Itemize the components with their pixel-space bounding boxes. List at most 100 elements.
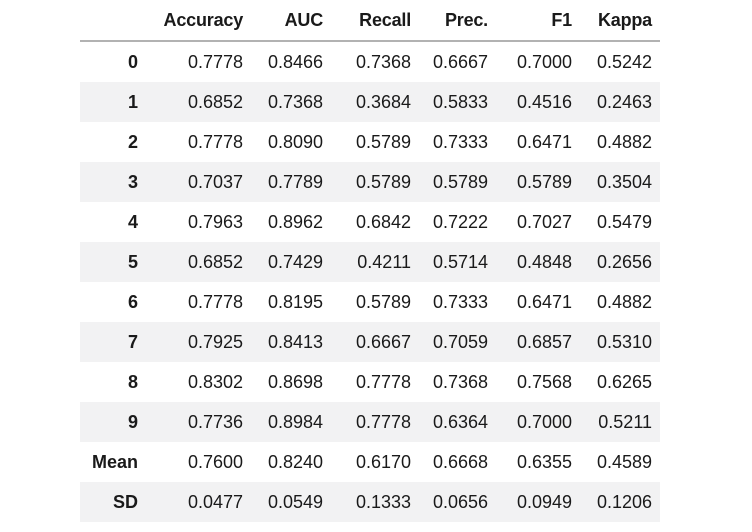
cell-value: 0.2463 xyxy=(596,92,652,112)
cell-value: 0.7027 xyxy=(516,212,572,232)
header-row: Accuracy AUC Recall Prec. F1 Kappa xyxy=(80,0,660,42)
cell-value: 0.7222 xyxy=(432,212,488,232)
cell-value: 0.7568 xyxy=(516,372,572,392)
cell-value: 0.5789 xyxy=(355,132,411,152)
table-row: 8 0.8302 0.8698 0.7778 0.7368 0.7568 0.6265 xyxy=(80,362,660,402)
table-row: 9 0.7736 0.8984 0.7778 0.6364 0.7000 0.5211 xyxy=(80,402,660,442)
cell-value: 0.7000 xyxy=(516,412,572,432)
cell-value: 0.7925 xyxy=(187,332,243,352)
cell-value: 0.8962 xyxy=(267,212,323,232)
table-row: 4 0.7963 0.8962 0.6842 0.7222 0.7027 0.5479 xyxy=(80,202,660,242)
row-label: 3 xyxy=(127,172,138,192)
cell-value: 0.7778 xyxy=(355,372,411,392)
cell-value: 0.5211 xyxy=(598,412,652,432)
cell-value: 0.5833 xyxy=(432,92,488,112)
cell-value: 0.7963 xyxy=(187,212,243,232)
cell-value: 0.3504 xyxy=(596,172,652,192)
column-header: Prec. xyxy=(419,0,496,42)
table-row: 7 0.7925 0.8413 0.6667 0.7059 0.6857 0.5310 xyxy=(80,322,660,362)
cell-value: 0.6667 xyxy=(355,332,411,352)
cell-value: 0.7037 xyxy=(187,172,243,192)
table-header: Accuracy AUC Recall Prec. F1 Kappa xyxy=(80,0,660,42)
cell-value: 0.5242 xyxy=(596,52,652,72)
table-row: 0 0.7778 0.8466 0.7368 0.6667 0.7000 0.5242 xyxy=(80,41,660,82)
column-header: Recall xyxy=(331,0,419,42)
cell-value: 0.8090 xyxy=(267,132,323,152)
row-label: 7 xyxy=(127,332,138,352)
cell-value: 0.6364 xyxy=(432,412,488,432)
cell-value: 0.4848 xyxy=(516,252,572,272)
cell-value: 0.7059 xyxy=(432,332,488,352)
row-label: 4 xyxy=(127,212,138,232)
cell-value: 0.7789 xyxy=(267,172,323,192)
cell-value: 0.3684 xyxy=(355,92,411,112)
table-row: 3 0.7037 0.7789 0.5789 0.5789 0.5789 0.3504 xyxy=(80,162,660,202)
cell-value: 0.0549 xyxy=(267,492,323,512)
cell-value: 0.4882 xyxy=(596,292,652,312)
cell-value: 0.5479 xyxy=(596,212,652,232)
cell-value: 0.7368 xyxy=(432,372,488,392)
cell-value: 0.7000 xyxy=(516,52,572,72)
cell-value: 0.7778 xyxy=(187,132,243,152)
cell-value: 0.7778 xyxy=(187,52,243,72)
cell-value: 0.7333 xyxy=(432,132,488,152)
cell-value: 0.1333 xyxy=(355,492,411,512)
cell-value: 0.6667 xyxy=(432,52,488,72)
cell-value: 0.5714 xyxy=(432,252,488,272)
cell-value: 0.7333 xyxy=(432,292,488,312)
row-label: SD xyxy=(112,492,138,512)
cell-value: 0.0656 xyxy=(432,492,488,512)
cell-value: 0.5789 xyxy=(355,292,411,312)
table-row: 5 0.6852 0.7429 0.4211 0.5714 0.4848 0.2656 xyxy=(80,242,660,282)
cell-value: 0.7368 xyxy=(355,52,411,72)
cell-value: 0.5789 xyxy=(355,172,411,192)
column-header: AUC xyxy=(251,0,331,42)
cell-value: 0.4516 xyxy=(516,92,572,112)
row-label: 0 xyxy=(127,52,138,72)
cell-value: 0.0477 xyxy=(187,492,243,512)
cell-value: 0.5310 xyxy=(596,332,652,352)
table-body: 0 0.7778 0.8466 0.7368 0.6667 0.7000 0.5242 1 0.… xyxy=(80,41,660,522)
cell-value: 0.7600 xyxy=(187,452,243,472)
column-header: Accuracy xyxy=(146,0,251,42)
cell-value: 0.6852 xyxy=(187,92,243,112)
cell-value: 0.6668 xyxy=(432,452,488,472)
row-label: 6 xyxy=(127,292,138,312)
row-label: 9 xyxy=(127,412,138,432)
cell-value: 0.7778 xyxy=(355,412,411,432)
cell-value: 0.6265 xyxy=(596,372,652,392)
row-label: Mean xyxy=(91,452,138,472)
cell-value: 0.7778 xyxy=(187,292,243,312)
cell-value: 0.0949 xyxy=(516,492,572,512)
table-row: Mean 0.7600 0.8240 0.6170 0.6668 0.6355 0.4589 xyxy=(80,442,660,482)
cell-value: 0.6857 xyxy=(516,332,572,352)
index-column-header xyxy=(80,0,146,42)
cell-value: 0.4211 xyxy=(357,252,411,272)
cell-value: 0.7736 xyxy=(187,412,243,432)
column-header: F1 xyxy=(496,0,580,42)
cell-value: 0.5789 xyxy=(432,172,488,192)
cell-value: 0.6170 xyxy=(355,452,411,472)
cell-value: 0.7368 xyxy=(267,92,323,112)
cell-value: 0.4882 xyxy=(596,132,652,152)
cell-value: 0.5789 xyxy=(516,172,572,192)
cell-value: 0.6842 xyxy=(355,212,411,232)
cell-value: 0.4589 xyxy=(596,452,652,472)
cell-value: 0.8240 xyxy=(267,452,323,472)
cell-value: 0.8466 xyxy=(267,52,323,72)
table-row: 2 0.7778 0.8090 0.5789 0.7333 0.6471 0.4882 xyxy=(80,122,660,162)
column-header: Kappa xyxy=(580,0,660,42)
table-row: 1 0.6852 0.7368 0.3684 0.5833 0.4516 0.2463 xyxy=(80,82,660,122)
table-row: SD 0.0477 0.0549 0.1333 0.0656 0.0949 0.1206 xyxy=(80,482,660,522)
metrics-table: Accuracy AUC Recall Prec. F1 Kappa 0 0.7778 0.8… xyxy=(80,0,660,522)
cell-value: 0.6471 xyxy=(516,132,572,152)
cell-value: 0.6852 xyxy=(187,252,243,272)
cell-value: 0.6355 xyxy=(516,452,572,472)
row-label: 1 xyxy=(127,92,138,112)
row-label: 2 xyxy=(127,132,138,152)
cell-value: 0.1206 xyxy=(596,492,652,512)
cell-value: 0.2656 xyxy=(596,252,652,272)
cell-value: 0.8195 xyxy=(267,292,323,312)
cell-value: 0.8302 xyxy=(187,372,243,392)
